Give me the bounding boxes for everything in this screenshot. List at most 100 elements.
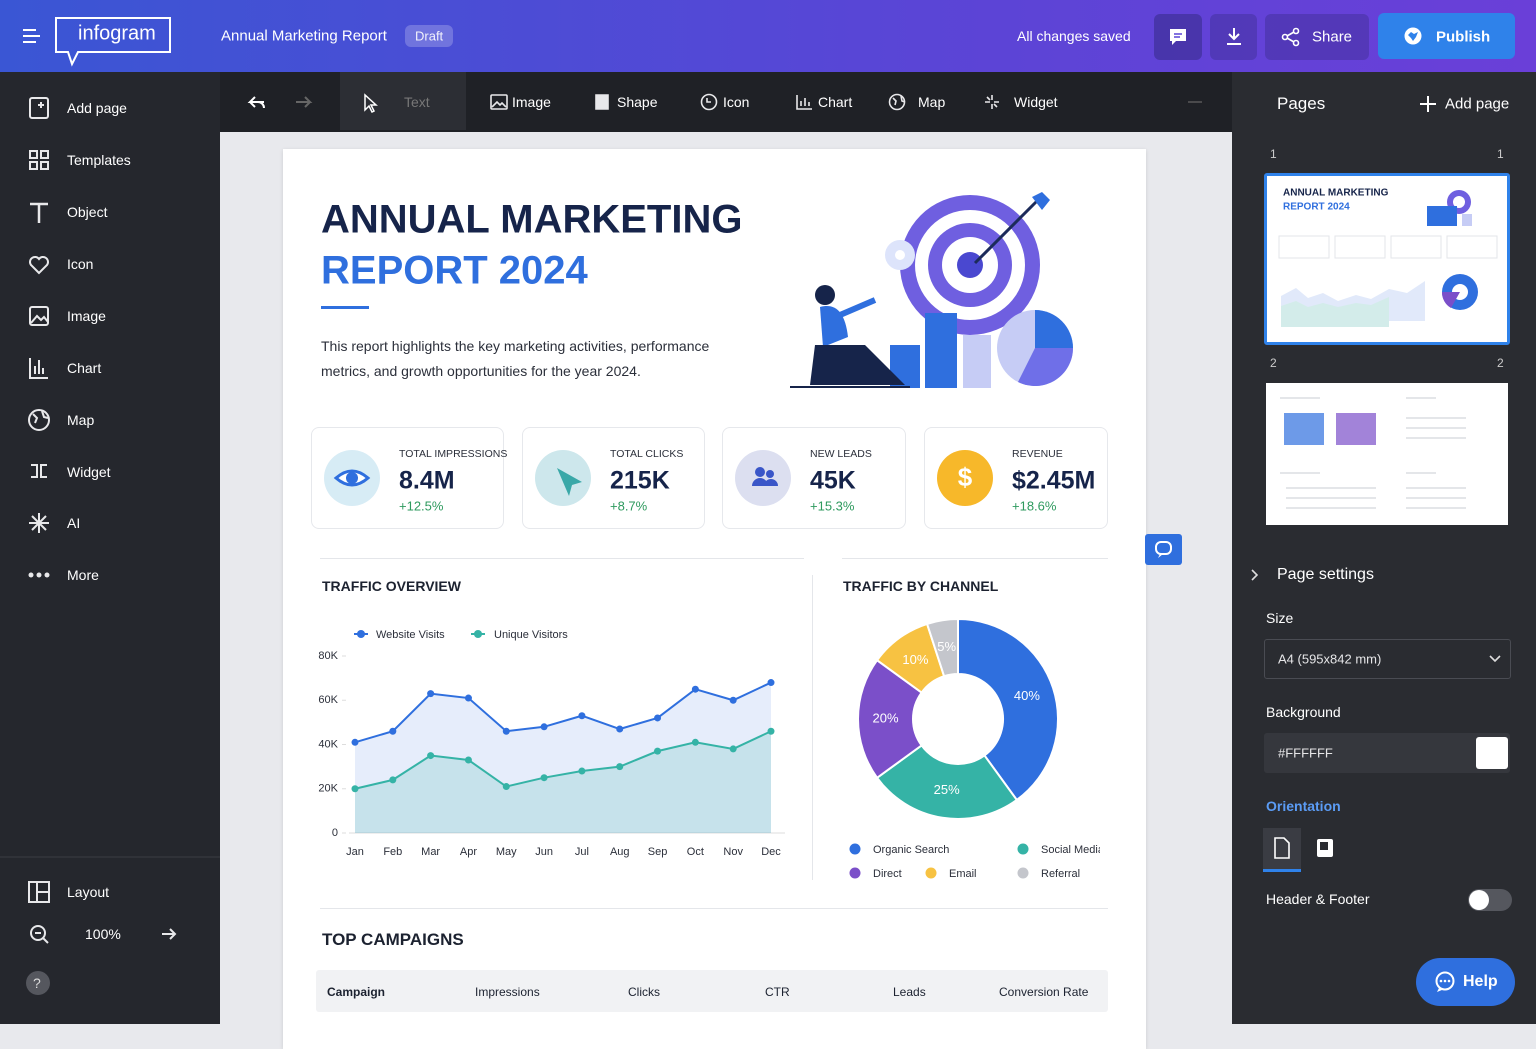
page-number: 1 bbox=[1270, 147, 1277, 161]
line-chart[interactable]: 0 20K 40K 60K 80K Jan Feb Mar Apr May Jun Jul Aug Sep… bbox=[300, 600, 800, 870]
sidebar-item[interactable]: Map bbox=[67, 412, 95, 428]
point bbox=[767, 727, 775, 735]
x-tick-label: May bbox=[496, 846, 517, 858]
zoom-level[interactable]: 100% bbox=[85, 926, 121, 942]
publish-label[interactable]: Publish bbox=[1436, 28, 1491, 46]
pages-title: Pages bbox=[1277, 94, 1326, 113]
point bbox=[351, 738, 359, 746]
y-tick-label: 40K bbox=[318, 738, 338, 750]
tool-widget[interactable]: Widget bbox=[1014, 94, 1058, 110]
kpi-value: $2.45M bbox=[1012, 466, 1096, 495]
background-input[interactable] bbox=[1264, 733, 1510, 773]
page-thumbnail[interactable] bbox=[1266, 383, 1508, 525]
slice-label: 20% bbox=[872, 710, 898, 725]
toolbar-icons bbox=[247, 93, 1202, 114]
dropdown-arrow bbox=[1489, 655, 1501, 663]
sidebar-item[interactable]: Widget bbox=[67, 464, 111, 480]
help-icon[interactable]: ? bbox=[33, 975, 41, 991]
thumb-content bbox=[1278, 190, 1498, 327]
add-page[interactable]: Add page bbox=[1445, 95, 1510, 113]
kpi-change: +15.3% bbox=[810, 498, 855, 514]
sidebar-item[interactable]: Templates bbox=[67, 152, 131, 168]
share-label[interactable]: Share bbox=[1312, 28, 1353, 46]
legend-label: Unique Visitors bbox=[494, 629, 568, 641]
report-intro[interactable]: This report highlights the key marketing… bbox=[321, 338, 710, 379]
tool-shape[interactable]: Shape bbox=[617, 94, 658, 110]
legend-marker bbox=[1017, 867, 1029, 879]
kpi-icon bbox=[735, 450, 791, 506]
header-footer-label: Header & Footer bbox=[1266, 891, 1370, 907]
point bbox=[729, 696, 737, 704]
column-header: Clicks bbox=[628, 985, 660, 999]
selection-tools bbox=[340, 72, 466, 130]
toggle-knob bbox=[1469, 890, 1489, 910]
layout-button[interactable]: Layout bbox=[67, 884, 110, 900]
help-label[interactable]: Help bbox=[1463, 973, 1498, 990]
divider bbox=[812, 575, 813, 880]
help-button[interactable] bbox=[1416, 958, 1515, 1006]
publish-button[interactable] bbox=[1378, 13, 1515, 59]
point bbox=[691, 738, 699, 746]
settings-title[interactable]: Page settings bbox=[1277, 566, 1374, 583]
logo-frame[interactable] bbox=[50, 15, 174, 67]
point bbox=[616, 763, 624, 771]
comment-float[interactable] bbox=[1145, 534, 1182, 565]
slice bbox=[857, 658, 923, 780]
size-label: Size bbox=[1266, 610, 1294, 626]
y-tick-label: 80K bbox=[318, 650, 338, 662]
report-title[interactable]: REPORT 2024 bbox=[321, 248, 588, 293]
color-swatch[interactable] bbox=[1476, 737, 1508, 769]
chart-title[interactable]: TRAFFIC OVERVIEW bbox=[322, 578, 461, 594]
chart-title[interactable]: TRAFFIC BY CHANNEL bbox=[843, 578, 999, 594]
kpi-icon bbox=[937, 450, 993, 506]
x-tick-label: Jan bbox=[346, 846, 364, 858]
sidebar-item[interactable]: Chart bbox=[67, 360, 102, 376]
divider bbox=[320, 908, 1108, 909]
save-state: All changes saved bbox=[1017, 28, 1131, 44]
point bbox=[691, 685, 699, 693]
slice-label: 25% bbox=[934, 782, 960, 797]
sidebar-item[interactable]: AI bbox=[67, 515, 81, 531]
logo[interactable]: infogram bbox=[78, 22, 156, 45]
sidebar-item[interactable]: Add page bbox=[67, 100, 127, 116]
slice bbox=[925, 617, 959, 678]
tool-icon[interactable]: Icon bbox=[723, 94, 750, 110]
menu-icon[interactable] bbox=[22, 28, 42, 44]
donut-chart[interactable]: 40% Organic Search 25% Social Media 20% Direc… bbox=[840, 600, 1100, 890]
plus-icon[interactable] bbox=[1419, 95, 1437, 113]
sidebar-item[interactable]: Image bbox=[67, 308, 106, 324]
sidebar-item[interactable]: Icon bbox=[67, 256, 94, 272]
tool-text[interactable]: Text bbox=[404, 94, 430, 110]
line bbox=[354, 730, 772, 790]
chevron[interactable] bbox=[1248, 566, 1262, 584]
comment-icon bbox=[1170, 29, 1186, 45]
portrait-button[interactable] bbox=[1263, 828, 1301, 872]
divider bbox=[320, 558, 804, 559]
help-chat-icon bbox=[1435, 971, 1455, 992]
area bbox=[355, 682, 771, 833]
tool-image[interactable]: Image bbox=[512, 94, 551, 110]
point bbox=[540, 774, 548, 782]
thumb-title: ANNUAL MARKETING bbox=[1283, 187, 1389, 199]
tool-map[interactable]: Map bbox=[918, 94, 946, 110]
tool-chart[interactable]: Chart bbox=[818, 94, 853, 110]
point bbox=[540, 723, 548, 731]
report-title[interactable]: ANNUAL MARKETING bbox=[321, 197, 743, 242]
x-tick-label: Dec bbox=[761, 846, 781, 858]
slice-label: 40% bbox=[1014, 688, 1040, 703]
size-value: A4 (595x842 mm) bbox=[1278, 651, 1382, 667]
doc-title[interactable]: Annual Marketing Report bbox=[221, 27, 387, 45]
background-label: Background bbox=[1266, 704, 1341, 720]
column-header: Campaign bbox=[327, 985, 386, 999]
legend-label: Website Visits bbox=[376, 629, 445, 641]
x-tick-label: Feb bbox=[383, 846, 402, 858]
slice bbox=[957, 617, 1059, 802]
point bbox=[502, 727, 510, 735]
sidebar-item[interactable]: More bbox=[67, 567, 99, 583]
x-tick-label: Jul bbox=[575, 846, 589, 858]
sidebar-item[interactable]: Object bbox=[67, 204, 108, 220]
table-title[interactable]: TOP CAMPAIGNS bbox=[322, 930, 464, 949]
download-icon bbox=[1227, 28, 1241, 45]
size-select[interactable] bbox=[1264, 639, 1511, 679]
point bbox=[427, 690, 435, 698]
